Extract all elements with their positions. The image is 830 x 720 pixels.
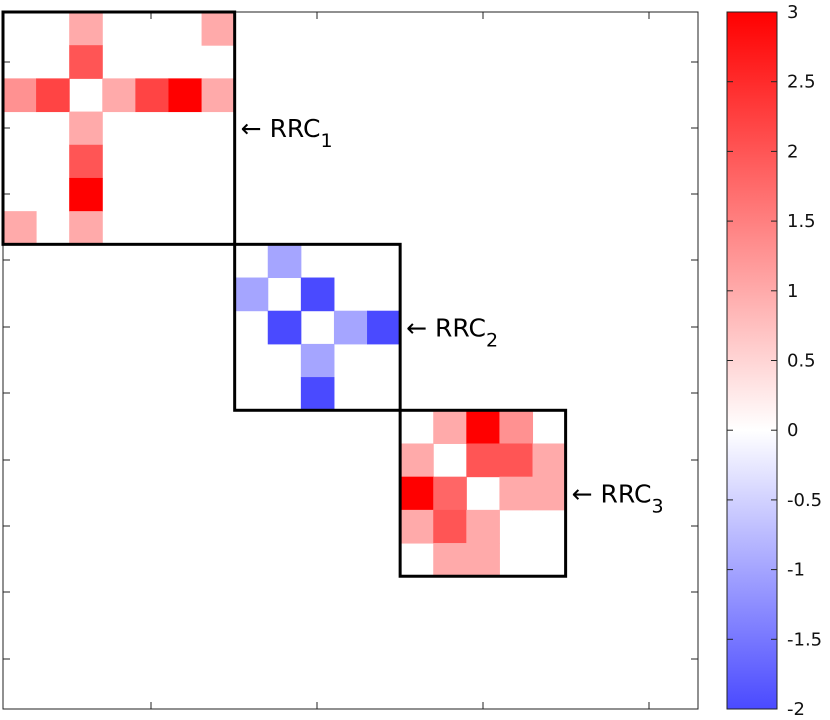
heatmap-cell xyxy=(367,310,401,345)
heatmap-cell xyxy=(433,543,467,577)
cluster-block-outline xyxy=(233,242,402,412)
cluster-label: ← RRC2 xyxy=(406,313,498,351)
heatmap-cell xyxy=(466,410,500,444)
heatmap-cell xyxy=(69,144,103,179)
heatmap-cell xyxy=(3,78,37,113)
heatmap-cell xyxy=(102,78,136,113)
heatmap-cell xyxy=(69,211,103,245)
heatmap-cell xyxy=(433,476,467,511)
heatmap-cell xyxy=(300,343,335,378)
cluster-label-text: RRC xyxy=(601,479,652,508)
colorbar-tick-label: 1.5 xyxy=(787,211,816,232)
heatmap-cell xyxy=(400,476,434,511)
heatmap-cell xyxy=(333,310,368,345)
colorbar: 3 2.5 2 1.5 1 0.5 0 -0.5 -1 -1.5 -2 xyxy=(726,2,822,720)
heatmap-cell xyxy=(234,277,269,312)
heatmap-cell xyxy=(400,509,434,544)
colorbar-tick-label: 0.5 xyxy=(787,351,816,372)
colorbar-tick-label: 0 xyxy=(787,420,798,441)
heatmap-cell xyxy=(433,509,467,544)
heatmap-cell xyxy=(135,78,169,113)
heatmap-cell xyxy=(433,410,467,444)
heatmap-cell xyxy=(532,476,567,511)
cluster-label-text: RRC xyxy=(270,114,321,143)
cluster-blocks: ← RRC1← RRC2← RRC3 xyxy=(1,10,664,578)
cluster-label: ← RRC1 xyxy=(241,114,333,152)
colorbar-tick-label: -0.5 xyxy=(787,490,822,511)
heatmap-cell xyxy=(3,211,37,245)
colorbar-tick-label: 1 xyxy=(787,281,798,302)
colorbar-tick-label: -2 xyxy=(787,699,805,720)
colorbar-gradient xyxy=(726,11,778,710)
heatmap-cell xyxy=(499,410,534,444)
heatmap-cells xyxy=(3,12,567,577)
colorbar-tick-label: -1.5 xyxy=(787,629,822,650)
heatmap-cell xyxy=(499,476,534,511)
heatmap-cell xyxy=(466,509,500,544)
heatmap-cell xyxy=(499,443,534,478)
cluster-label-subscript: 3 xyxy=(651,495,663,517)
heatmap-cell xyxy=(69,177,103,212)
colorbar-ticks: 3 2.5 2 1.5 1 0.5 0 -0.5 -1 -1.5 -2 xyxy=(727,2,822,720)
cluster-label-subscript: 1 xyxy=(321,130,333,152)
cluster-label-text: RRC xyxy=(435,313,486,342)
heatmap-cell xyxy=(168,78,203,113)
heatmap-cell xyxy=(300,277,335,312)
heatmap-cell xyxy=(201,78,236,113)
heatmap-cell xyxy=(69,12,103,46)
heatmap-cell xyxy=(267,244,302,279)
heatmap-cell xyxy=(69,111,103,146)
left-arrow-icon: ← xyxy=(406,313,435,342)
cluster-label: ← RRC3 xyxy=(572,479,664,517)
heatmap-cell xyxy=(36,78,70,113)
axis-ticks xyxy=(3,12,698,709)
colorbar-tick-label: -1 xyxy=(787,560,805,581)
cluster-block-outline xyxy=(398,408,568,578)
heatmap-cell xyxy=(300,377,335,411)
left-arrow-icon: ← xyxy=(241,114,270,143)
cluster-block-outline xyxy=(1,10,237,246)
colorbar-tick-label: 2 xyxy=(787,141,798,162)
colorbar-tick-label: 3 xyxy=(787,2,798,23)
cluster-label-subscript: 2 xyxy=(486,329,498,351)
left-arrow-icon: ← xyxy=(572,479,601,508)
heatmap-cell xyxy=(532,443,567,478)
heatmap-cell xyxy=(69,45,103,79)
heatmap-cell xyxy=(400,443,434,478)
heatmap-cell xyxy=(201,12,236,46)
heatmap-cell xyxy=(466,543,500,577)
plot-frame xyxy=(2,11,699,710)
heatmap-cell xyxy=(267,310,302,345)
heatmap-cell xyxy=(466,443,500,478)
colorbar-tick-label: 2.5 xyxy=(787,72,816,93)
